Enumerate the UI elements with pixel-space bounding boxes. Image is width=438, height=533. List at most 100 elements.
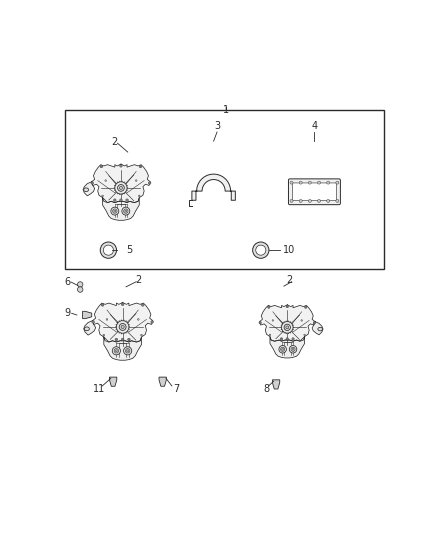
Circle shape — [117, 193, 118, 194]
Polygon shape — [110, 377, 117, 386]
Circle shape — [78, 287, 83, 292]
Ellipse shape — [318, 327, 322, 331]
Polygon shape — [92, 302, 153, 342]
Circle shape — [301, 320, 303, 321]
Circle shape — [120, 187, 123, 189]
Circle shape — [120, 199, 122, 201]
Circle shape — [114, 185, 115, 186]
Circle shape — [127, 338, 130, 341]
Circle shape — [121, 303, 124, 305]
Circle shape — [127, 322, 128, 323]
Circle shape — [292, 323, 293, 324]
Circle shape — [117, 322, 118, 323]
Circle shape — [281, 347, 285, 351]
Circle shape — [127, 331, 128, 332]
Circle shape — [100, 165, 102, 168]
Circle shape — [292, 349, 294, 350]
Circle shape — [121, 325, 124, 328]
Circle shape — [112, 347, 120, 355]
Circle shape — [114, 349, 119, 353]
Circle shape — [269, 334, 271, 336]
Circle shape — [138, 319, 139, 320]
Circle shape — [115, 350, 117, 352]
Polygon shape — [192, 174, 235, 200]
Circle shape — [115, 182, 127, 194]
FancyBboxPatch shape — [293, 183, 336, 200]
Polygon shape — [84, 321, 95, 335]
Circle shape — [119, 324, 126, 330]
Circle shape — [117, 321, 129, 333]
Circle shape — [282, 323, 283, 324]
Circle shape — [120, 199, 122, 201]
Text: 10: 10 — [283, 245, 295, 255]
Circle shape — [290, 181, 293, 184]
Circle shape — [122, 207, 130, 215]
Circle shape — [318, 181, 321, 184]
Circle shape — [103, 245, 113, 255]
Circle shape — [141, 304, 144, 306]
Circle shape — [260, 322, 261, 324]
Polygon shape — [159, 377, 166, 386]
Polygon shape — [260, 305, 315, 341]
Circle shape — [290, 199, 293, 203]
Text: 1: 1 — [223, 104, 229, 115]
Circle shape — [127, 350, 129, 352]
Circle shape — [105, 180, 106, 181]
Circle shape — [284, 324, 290, 330]
Bar — [65, 110, 384, 269]
Circle shape — [102, 195, 103, 197]
Circle shape — [138, 195, 140, 197]
Text: 2: 2 — [135, 275, 141, 285]
Circle shape — [101, 304, 104, 306]
Circle shape — [292, 338, 294, 340]
Circle shape — [151, 321, 153, 323]
Text: 7: 7 — [173, 384, 179, 394]
Circle shape — [287, 338, 288, 340]
Circle shape — [114, 210, 116, 212]
Circle shape — [106, 319, 108, 320]
Polygon shape — [83, 311, 92, 319]
Circle shape — [117, 331, 118, 332]
Polygon shape — [312, 321, 323, 335]
Circle shape — [279, 345, 286, 353]
Circle shape — [113, 199, 116, 201]
Circle shape — [284, 321, 285, 322]
Text: 2: 2 — [111, 137, 117, 147]
Circle shape — [304, 306, 307, 308]
Circle shape — [288, 333, 289, 334]
Circle shape — [101, 166, 102, 167]
Circle shape — [282, 349, 283, 350]
Circle shape — [336, 181, 339, 184]
Circle shape — [122, 339, 123, 340]
Circle shape — [287, 306, 288, 307]
Circle shape — [314, 322, 315, 324]
Circle shape — [305, 306, 306, 308]
Polygon shape — [102, 198, 139, 220]
Circle shape — [139, 165, 142, 168]
Circle shape — [289, 345, 297, 353]
Circle shape — [125, 210, 127, 212]
Circle shape — [152, 321, 153, 322]
Circle shape — [103, 334, 105, 336]
Circle shape — [120, 165, 122, 166]
Circle shape — [126, 199, 128, 201]
Circle shape — [286, 305, 289, 308]
Circle shape — [121, 333, 122, 334]
Circle shape — [282, 321, 293, 333]
Circle shape — [102, 304, 103, 305]
Text: 5: 5 — [126, 245, 132, 255]
Circle shape — [142, 304, 143, 305]
Circle shape — [327, 199, 330, 203]
Circle shape — [253, 242, 269, 259]
Circle shape — [126, 183, 127, 184]
Circle shape — [115, 338, 118, 341]
Text: 4: 4 — [311, 121, 318, 131]
Circle shape — [268, 306, 269, 308]
Circle shape — [308, 181, 311, 184]
Circle shape — [290, 321, 291, 322]
Circle shape — [281, 338, 282, 340]
Circle shape — [125, 349, 130, 353]
Circle shape — [299, 181, 302, 184]
Polygon shape — [83, 182, 95, 196]
Text: 3: 3 — [214, 121, 220, 131]
